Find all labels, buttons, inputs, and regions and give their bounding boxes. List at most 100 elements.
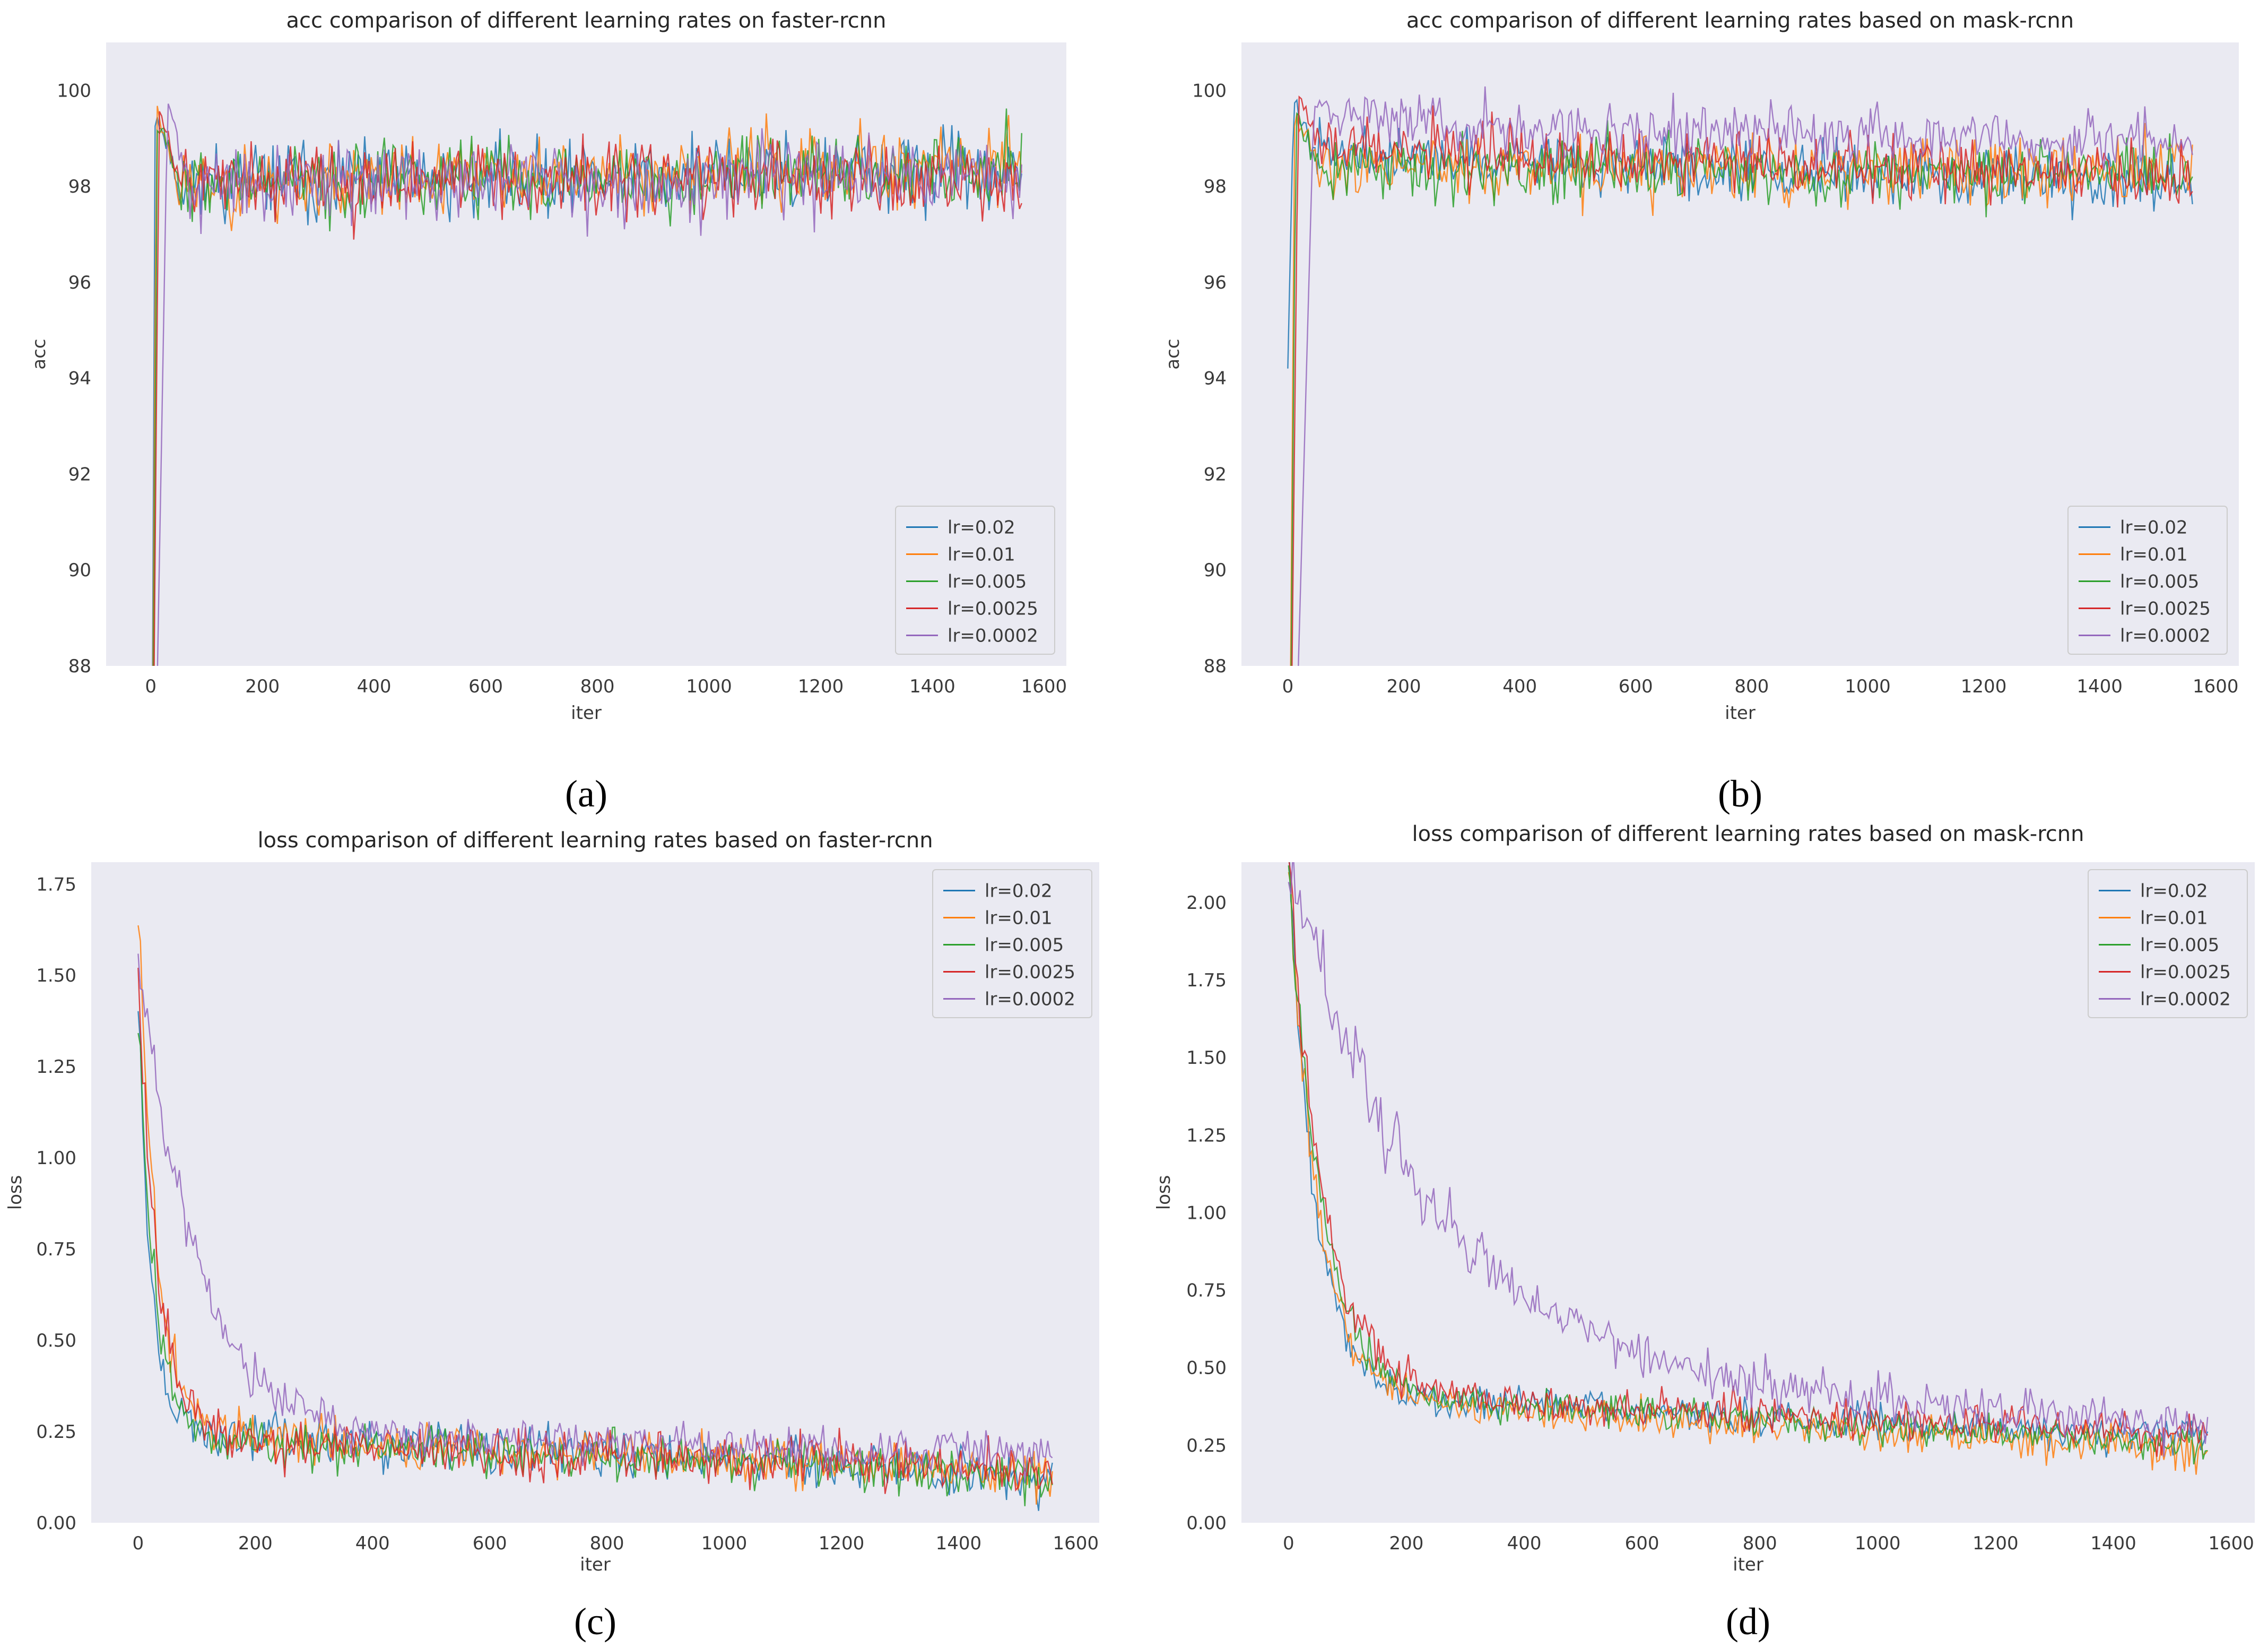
x-tick-label: 1000 — [686, 676, 732, 697]
series-line-lr-0-0025 — [137, 967, 1053, 1494]
panel-label: (a) — [565, 773, 607, 815]
y-tick-label: 98 — [68, 176, 91, 197]
y-axis-label: acc — [29, 339, 50, 369]
legend-box — [2067, 506, 2228, 655]
y-axis-label: loss — [5, 1175, 26, 1210]
x-tick-label: 1400 — [2090, 1533, 2136, 1554]
plot-area — [91, 862, 1099, 1523]
legend-box — [2088, 869, 2248, 1018]
series-line-lr-0-0025 — [153, 111, 1022, 666]
legend-entry-label: lr=0.005 — [985, 935, 1064, 956]
x-tick-label: 1200 — [1961, 676, 2007, 697]
y-tick-label: 1.75 — [36, 874, 76, 895]
x-tick-label: 1600 — [2208, 1533, 2254, 1554]
legend-entry-label: lr=0.01 — [2120, 544, 2188, 566]
y-tick-label: 100 — [1192, 80, 1227, 101]
x-tick-label: 200 — [238, 1533, 273, 1554]
legend-entry-label: lr=0.0002 — [2120, 626, 2211, 647]
series-line-lr-0-005 — [1290, 112, 2193, 666]
series-line-lr-0-0002 — [137, 953, 1053, 1482]
panel-label: (c) — [574, 1600, 616, 1643]
x-tick-label: 800 — [1734, 676, 1769, 697]
y-tick-label: 0.75 — [1186, 1280, 1227, 1302]
y-axis-label: loss — [1153, 1175, 1175, 1210]
legend: lr=0.02 lr=0.01 lr=0.005 lr=0.0025 lr=0.0002 — [2088, 869, 2248, 1018]
x-tick-label: 0 — [1282, 676, 1294, 697]
x-tick-label: 1000 — [701, 1533, 748, 1554]
x-tick-label: 1600 — [1021, 676, 1067, 697]
x-tick-label: 1000 — [1845, 676, 1891, 697]
legend-entry-label: lr=0.01 — [2140, 908, 2208, 929]
x-tick-label: 1000 — [1855, 1533, 1901, 1554]
y-tick-label: 1.00 — [36, 1148, 76, 1169]
x-tick-label: 1600 — [2193, 676, 2239, 697]
x-tick-label: 400 — [1502, 676, 1537, 697]
x-tick-label: 1600 — [1053, 1533, 1099, 1554]
x-tick-label: 800 — [590, 1533, 624, 1554]
legend-entry-label: lr=0.01 — [948, 544, 1015, 566]
x-tick-label: 1200 — [798, 676, 844, 697]
x-tick-label: 0 — [145, 676, 157, 697]
x-tick-label: 600 — [1625, 1533, 1659, 1554]
x-tick-label: 200 — [1387, 676, 1421, 697]
y-tick-label: 90 — [1204, 560, 1227, 581]
x-tick-label: 400 — [1507, 1533, 1542, 1554]
series-line-lr-0-0002 — [1298, 86, 2193, 666]
y-tick-label: 98 — [1204, 176, 1227, 197]
chart-panel-d: loss comparison of different learning ra… — [1153, 822, 2255, 1643]
chart-title: loss comparison of different learning ra… — [257, 828, 933, 853]
chart-panel-b: acc comparison of different learning rat… — [1162, 8, 2239, 815]
y-tick-label: 1.75 — [1186, 970, 1227, 991]
y-tick-label: 0.25 — [1186, 1435, 1227, 1456]
y-axis-label: acc — [1162, 339, 1184, 369]
legend-entry-label: lr=0.005 — [2120, 571, 2199, 593]
legend-entry-label: lr=0.0002 — [948, 626, 1038, 647]
legend: lr=0.02 lr=0.01 lr=0.005 lr=0.0025 lr=0.0002 — [932, 869, 1092, 1018]
x-tick-label: 1400 — [936, 1533, 982, 1554]
y-tick-label: 88 — [68, 656, 91, 677]
y-tick-label: 88 — [1204, 656, 1227, 677]
x-tick-label: 1200 — [819, 1533, 865, 1554]
chart-title: loss comparison of different learning ra… — [1412, 822, 2084, 846]
y-tick-label: 96 — [1204, 272, 1227, 293]
chart-title: acc comparison of different learning rat… — [286, 8, 887, 33]
legend-entry-label: lr=0.02 — [2120, 517, 2188, 539]
panel-label: (b) — [1718, 773, 1762, 815]
x-tick-label: 200 — [1389, 1533, 1423, 1554]
y-tick-label: 0.25 — [36, 1421, 76, 1443]
y-tick-label: 1.50 — [36, 965, 76, 986]
y-tick-label: 92 — [68, 464, 91, 485]
x-tick-label: 800 — [580, 676, 615, 697]
x-tick-label: 1200 — [1972, 1533, 2019, 1554]
legend-entry-label: lr=0.02 — [948, 517, 1015, 539]
y-tick-label: 94 — [68, 368, 91, 389]
x-axis-label: iter — [1725, 702, 1756, 724]
x-tick-label: 400 — [355, 1533, 390, 1554]
legend: lr=0.02 lr=0.01 lr=0.005 lr=0.0025 lr=0.0002 — [895, 506, 1055, 655]
y-tick-label: 0.00 — [36, 1513, 76, 1534]
legend: lr=0.02 lr=0.01 lr=0.005 lr=0.0025 lr=0.0002 — [2067, 506, 2228, 655]
legend-box — [932, 869, 1092, 1018]
x-axis-label: iter — [580, 1554, 611, 1575]
y-tick-label: 100 — [57, 80, 91, 101]
y-tick-label: 0.75 — [36, 1239, 76, 1260]
y-tick-label: 0.00 — [1186, 1513, 1227, 1534]
legend-entry-label: lr=0.0002 — [2140, 989, 2231, 1010]
y-tick-label: 2.00 — [1186, 892, 1227, 914]
y-tick-label: 94 — [1204, 368, 1227, 389]
y-tick-label: 0.50 — [1186, 1358, 1227, 1379]
legend-box — [895, 506, 1055, 655]
x-tick-label: 600 — [473, 1533, 507, 1554]
series-line-lr-0-0025 — [1288, 862, 2209, 1457]
chart-panel-c: loss comparison of different learning ra… — [5, 828, 1099, 1643]
y-tick-label: 96 — [68, 272, 91, 293]
chart-panel-a: acc comparison of different learning rat… — [29, 8, 1067, 815]
x-tick-label: 1400 — [909, 676, 955, 697]
y-tick-label: 1.00 — [1186, 1202, 1227, 1224]
y-tick-label: 1.25 — [36, 1056, 76, 1078]
x-tick-label: 400 — [357, 676, 392, 697]
x-tick-label: 0 — [133, 1533, 144, 1554]
x-axis-label: iter — [1733, 1554, 1763, 1575]
series-line-lr-0-0025 — [1291, 95, 2193, 666]
